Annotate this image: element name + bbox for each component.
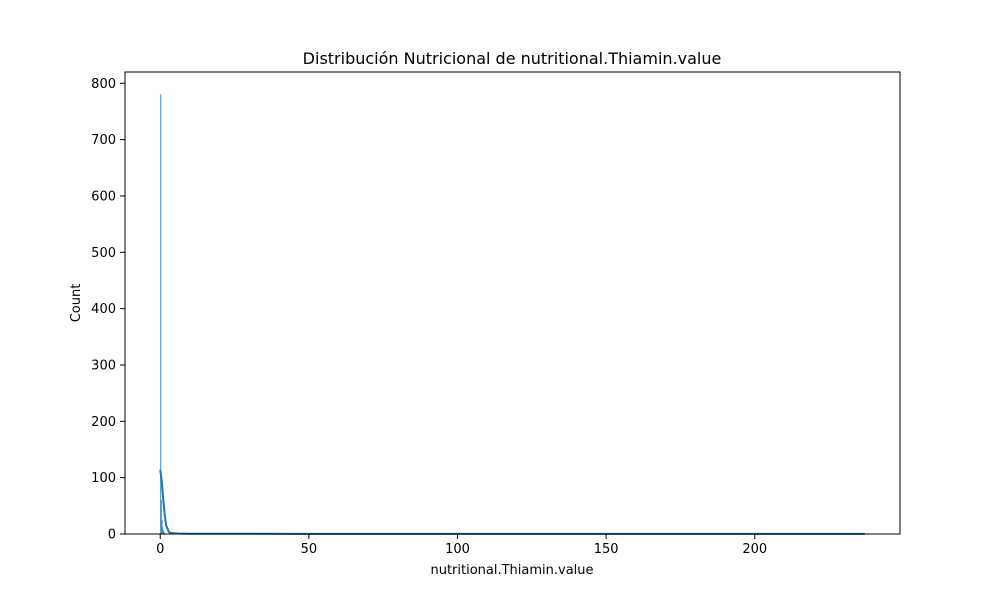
x-axis: 0 50 100 150 200 — [156, 534, 767, 557]
x-tick-label: 50 — [301, 542, 318, 557]
y-axis-label: Count — [69, 284, 84, 323]
y-tick-label: 800 — [91, 77, 116, 92]
chart-title: Distribución Nutricional de nutritional.… — [303, 49, 722, 68]
plot-frame — [124, 71, 901, 535]
y-tick-label: 0 — [108, 528, 116, 543]
y-tick-label: 500 — [91, 246, 116, 261]
x-axis-label: nutritional.Thiamin.value — [430, 563, 593, 578]
y-axis: 0 100 200 300 400 500 600 700 800 — [91, 77, 125, 543]
y-tick-label: 700 — [91, 133, 116, 148]
y-tick-label: 100 — [91, 471, 116, 486]
y-tick-label: 600 — [91, 189, 116, 204]
histogram-bar — [159, 94, 162, 535]
x-tick-label: 200 — [742, 542, 767, 557]
y-tick-label: 300 — [91, 358, 116, 373]
y-tick-label: 400 — [91, 302, 116, 317]
x-tick-label: 150 — [594, 542, 619, 557]
y-tick-label: 200 — [91, 415, 116, 430]
x-tick-label: 0 — [156, 542, 164, 557]
x-tick-label: 100 — [445, 542, 470, 557]
